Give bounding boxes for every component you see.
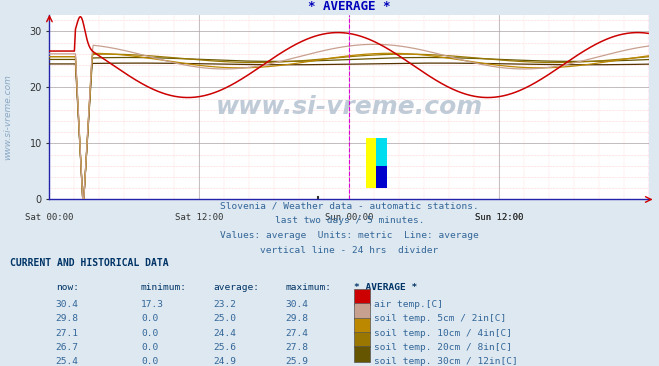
Text: Sun 00:00: Sun 00:00 — [325, 213, 374, 223]
Text: vertical line - 24 hrs  divider: vertical line - 24 hrs divider — [260, 246, 438, 255]
Text: soil temp. 30cm / 12in[C]: soil temp. 30cm / 12in[C] — [374, 357, 517, 366]
Text: Sat 00:00: Sat 00:00 — [25, 213, 74, 223]
Text: soil temp. 5cm / 2in[C]: soil temp. 5cm / 2in[C] — [374, 314, 506, 324]
Text: 25.0: 25.0 — [213, 314, 236, 324]
Text: 0.0: 0.0 — [141, 357, 158, 366]
Bar — [354, 289, 370, 305]
Bar — [354, 303, 370, 319]
Text: 27.8: 27.8 — [285, 343, 308, 352]
Bar — [354, 332, 370, 347]
Text: average:: average: — [213, 283, 259, 292]
Text: last two days / 5 minutes.: last two days / 5 minutes. — [275, 216, 424, 225]
Text: 29.8: 29.8 — [56, 314, 79, 324]
Text: 25.4: 25.4 — [56, 357, 79, 366]
Text: 29.8: 29.8 — [285, 314, 308, 324]
Text: maximum:: maximum: — [285, 283, 331, 292]
Text: 0.0: 0.0 — [141, 343, 158, 352]
Text: Sun 12:00: Sun 12:00 — [475, 213, 523, 223]
Text: 26.7: 26.7 — [56, 343, 79, 352]
Text: Sun 12:00: Sun 12:00 — [475, 213, 523, 223]
Text: 27.1: 27.1 — [56, 329, 79, 338]
Text: 30.4: 30.4 — [285, 300, 308, 309]
Text: Values: average  Units: metric  Line: average: Values: average Units: metric Line: aver… — [220, 231, 478, 240]
Title: * AVERAGE *: * AVERAGE * — [308, 0, 391, 14]
Text: 24.9: 24.9 — [213, 357, 236, 366]
Text: soil temp. 10cm / 4in[C]: soil temp. 10cm / 4in[C] — [374, 329, 512, 338]
Text: 27.4: 27.4 — [285, 329, 308, 338]
Text: 23.2: 23.2 — [213, 300, 236, 309]
Text: 25.6: 25.6 — [213, 343, 236, 352]
Text: * AVERAGE *: * AVERAGE * — [354, 283, 417, 292]
Text: air temp.[C]: air temp.[C] — [374, 300, 443, 309]
Text: Sat 12:00: Sat 12:00 — [175, 213, 223, 223]
Text: 24.4: 24.4 — [213, 329, 236, 338]
Text: 0.0: 0.0 — [141, 314, 158, 324]
Text: soil temp. 20cm / 8in[C]: soil temp. 20cm / 8in[C] — [374, 343, 512, 352]
Text: www.si-vreme.com: www.si-vreme.com — [215, 95, 483, 119]
Bar — [354, 346, 370, 362]
Text: CURRENT AND HISTORICAL DATA: CURRENT AND HISTORICAL DATA — [10, 258, 169, 268]
Text: www.si-vreme.com: www.si-vreme.com — [3, 74, 13, 160]
Bar — [376, 165, 387, 188]
Text: Slovenia / Weather data - automatic stations.: Slovenia / Weather data - automatic stat… — [220, 201, 478, 210]
Bar — [376, 138, 387, 165]
Text: 0.0: 0.0 — [141, 329, 158, 338]
Text: now:: now: — [56, 283, 79, 292]
Text: 30.4: 30.4 — [56, 300, 79, 309]
Text: 25.9: 25.9 — [285, 357, 308, 366]
Text: 17.3: 17.3 — [141, 300, 164, 309]
Bar — [366, 138, 376, 188]
Text: minimum:: minimum: — [141, 283, 187, 292]
Bar — [354, 318, 370, 333]
